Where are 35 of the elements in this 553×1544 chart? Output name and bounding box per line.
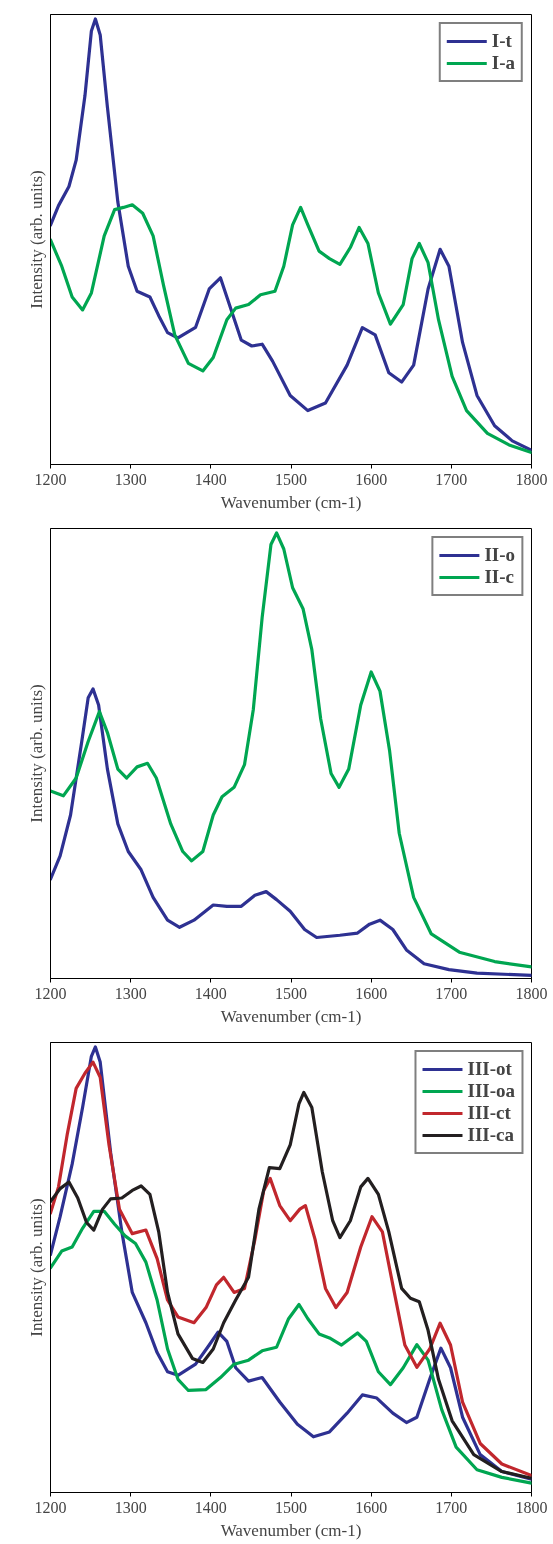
legend-label: III-ot [467, 1058, 512, 1080]
x-tick-label: 1200 [34, 984, 67, 1002]
x-tick-label: 1400 [194, 470, 227, 488]
legend-label: II-o [484, 544, 515, 566]
legend-label: III-ct [467, 1102, 511, 1124]
x-tick-label: 1200 [34, 470, 67, 488]
x-tick-label: 1400 [194, 1498, 227, 1516]
x-axis-title: Wavenumber (cm-1) [220, 1006, 362, 1026]
legend-label: II-c [484, 566, 514, 588]
x-tick-label: 1300 [114, 470, 147, 488]
legend-label: I-t [491, 30, 512, 52]
x-tick-label: 1300 [114, 1498, 147, 1516]
x-tick-label: 1700 [435, 1498, 468, 1516]
x-axis-title: Wavenumber (cm-1) [220, 492, 362, 512]
y-axis-title: Intensity (arb. units) [26, 1198, 46, 1337]
x-tick-label: 1700 [435, 470, 468, 488]
x-tick-label: 1200 [34, 1498, 67, 1516]
x-tick-label: 1800 [515, 1498, 548, 1516]
x-tick-label: 1800 [515, 984, 548, 1002]
x-tick-label: 1600 [355, 470, 388, 488]
x-tick-label: 1600 [355, 1498, 388, 1516]
legend-label: III-oa [467, 1080, 515, 1102]
x-tick-label: 1500 [275, 984, 307, 1002]
legend-label: III-ca [467, 1124, 514, 1146]
x-tick-label: 1800 [515, 470, 548, 488]
x-axis-title: Wavenumber (cm-1) [220, 1520, 362, 1540]
x-tick-label: 1500 [275, 470, 307, 488]
y-axis-title: Intensity (arb. units) [26, 170, 46, 309]
y-axis-title: Intensity (arb. units) [26, 684, 46, 823]
x-tick-label: 1300 [114, 984, 147, 1002]
x-tick-label: 1400 [194, 984, 227, 1002]
x-tick-label: 1700 [435, 984, 468, 1002]
x-tick-label: 1500 [275, 1498, 307, 1516]
legend-label: I-a [491, 52, 515, 74]
x-tick-label: 1600 [355, 984, 388, 1002]
